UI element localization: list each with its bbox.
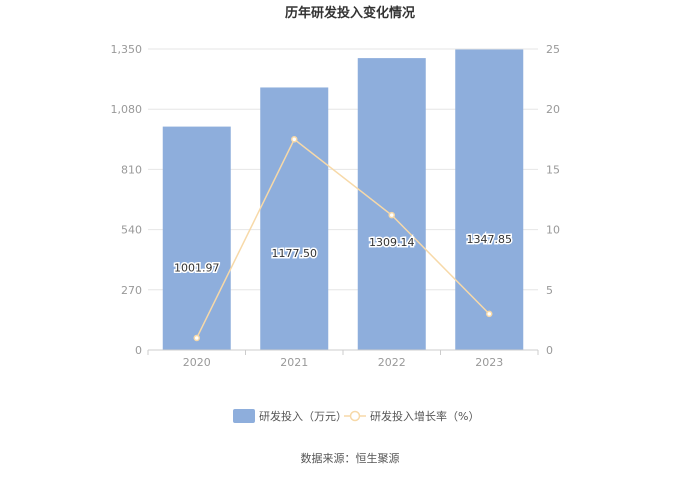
legend: 研发投入（万元） 研发投入增长率（%） (233, 409, 479, 423)
x-axis: 2020 2021 2022 2023 (147, 349, 539, 369)
x-tick-label: 2022 (378, 356, 406, 369)
growth-point (388, 211, 395, 219)
right-tick-label: 0 (546, 344, 553, 357)
right-y-axis: 0 5 10 15 20 25 (546, 43, 560, 357)
bar-data-label: 1309.14 (369, 236, 415, 249)
source-note: 数据来源：恒生聚源 (301, 451, 400, 465)
legend-bar-swatch (233, 409, 255, 423)
line-series (193, 136, 493, 342)
x-tick-label: 2021 (280, 356, 308, 369)
growth-point (193, 334, 200, 342)
left-tick-label: 810 (121, 163, 142, 176)
left-tick-label: 0 (135, 344, 142, 357)
bar-data-label: 1001.97 (174, 261, 220, 274)
x-tick-label: 2020 (183, 356, 211, 369)
bar-data-label: 1177.50 (272, 247, 318, 260)
bar (357, 58, 426, 351)
legend-bar-label: 研发投入（万元） (259, 409, 347, 423)
right-tick-label: 5 (546, 284, 553, 297)
legend-line-label: 研发投入增长率（%） (370, 409, 479, 423)
left-tick-label: 1,080 (111, 103, 143, 116)
growth-line (196, 138, 490, 339)
left-tick-label: 270 (121, 284, 142, 297)
left-y-axis: 0 270 540 810 1,080 1,350 (111, 43, 143, 357)
left-tick-label: 1,350 (111, 43, 143, 56)
x-tick-label: 2023 (475, 356, 503, 369)
left-tick-label: 540 (121, 224, 142, 237)
legend-line-marker (349, 410, 361, 422)
bar (162, 126, 231, 350)
right-tick-label: 20 (546, 103, 560, 116)
bar-data-labels: 1001.97 1177.50 1309.14 1347.85 (173, 231, 514, 276)
bar (455, 49, 524, 350)
bar (260, 87, 329, 350)
right-tick-label: 25 (546, 43, 560, 56)
right-tick-label: 15 (546, 163, 560, 176)
bar-data-label: 1347.85 (467, 233, 513, 246)
growth-point (486, 310, 493, 318)
right-tick-label: 10 (546, 224, 560, 237)
bar-series (162, 49, 524, 351)
growth-point (291, 136, 298, 143)
chart-title: 历年研发投入变化情况 (285, 5, 415, 21)
